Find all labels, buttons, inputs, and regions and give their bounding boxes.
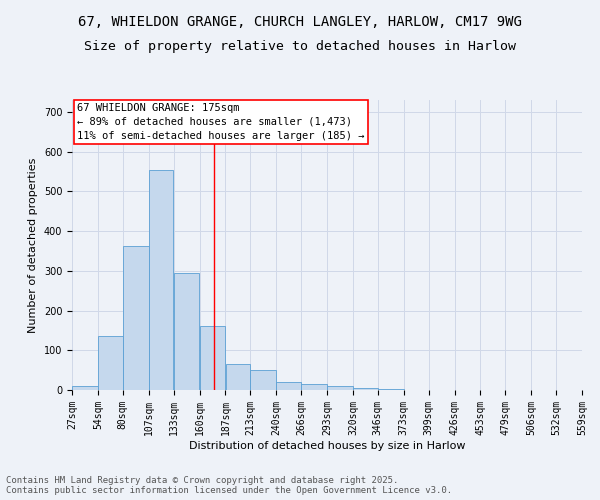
Text: 67, WHIELDON GRANGE, CHURCH LANGLEY, HARLOW, CM17 9WG: 67, WHIELDON GRANGE, CHURCH LANGLEY, HAR…: [78, 15, 522, 29]
Y-axis label: Number of detached properties: Number of detached properties: [28, 158, 38, 332]
Bar: [378, 389, 404, 390]
Bar: [301, 384, 327, 390]
Text: Size of property relative to detached houses in Harlow: Size of property relative to detached ho…: [84, 40, 516, 53]
Bar: [123, 246, 149, 390]
Bar: [353, 388, 377, 390]
Bar: [200, 326, 225, 390]
Bar: [277, 382, 301, 390]
Bar: [226, 364, 250, 390]
X-axis label: Distribution of detached houses by size in Harlow: Distribution of detached houses by size …: [189, 440, 465, 450]
Bar: [327, 386, 353, 390]
Bar: [149, 170, 173, 390]
Text: 67 WHIELDON GRANGE: 175sqm
← 89% of detached houses are smaller (1,473)
11% of s: 67 WHIELDON GRANGE: 175sqm ← 89% of deta…: [77, 103, 365, 141]
Bar: [250, 370, 276, 390]
Bar: [98, 336, 122, 390]
Text: Contains HM Land Registry data © Crown copyright and database right 2025.
Contai: Contains HM Land Registry data © Crown c…: [6, 476, 452, 495]
Bar: [174, 273, 199, 390]
Bar: [72, 386, 98, 390]
